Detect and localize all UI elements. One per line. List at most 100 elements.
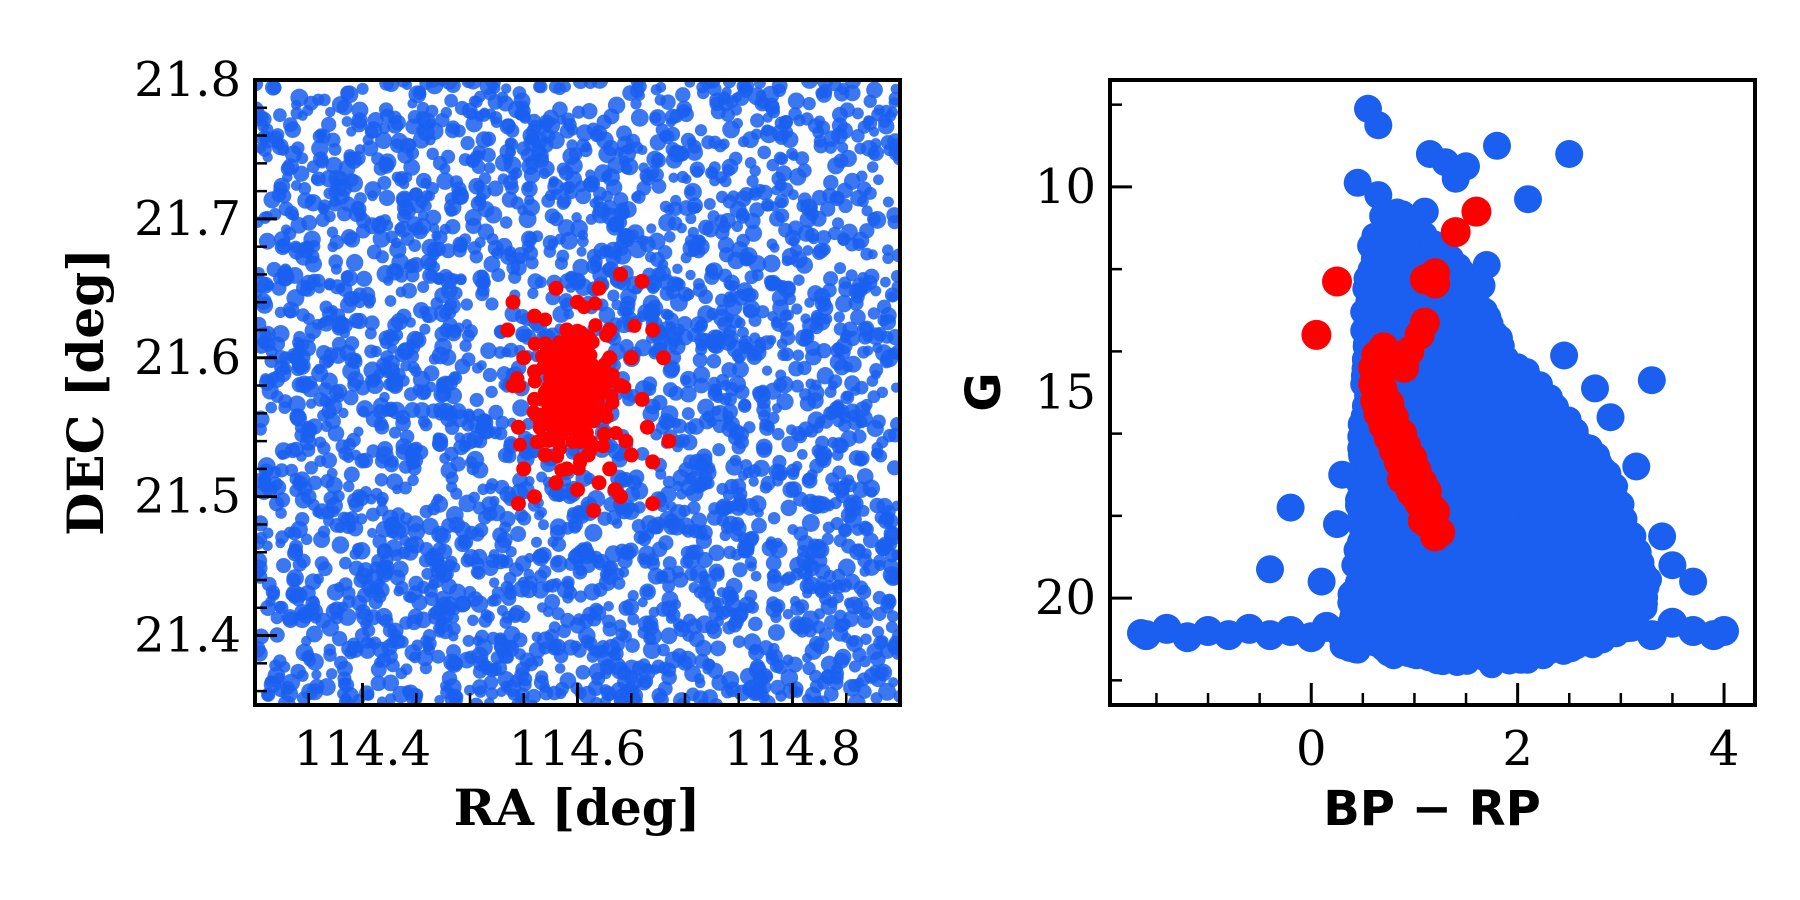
field-star-point [767,624,785,641]
field-star-point [717,316,733,332]
field-star-point [658,661,672,675]
field-star-point [323,515,335,527]
field-star-point [780,347,794,362]
field-star-point [761,365,773,376]
field-star-point [695,343,708,356]
field-star-point [527,287,539,300]
field-star-point [857,279,873,294]
field-star-point [416,580,430,594]
field-star-point [637,597,648,608]
field-star-point [767,569,780,581]
field-star-point [629,240,647,259]
field-star-point [831,217,845,230]
field-star-point [857,672,871,686]
field-star-point [717,91,731,105]
field-star-point [836,182,853,199]
field-star-point [583,583,601,601]
sky-y-tick-label: 21.6 [134,330,241,386]
field-star-point [627,672,644,689]
field-star-point [872,625,885,639]
field-star-point [521,157,539,175]
field-star-point [273,108,287,122]
field-star-point [827,436,839,449]
field-star-point [255,559,268,577]
field-star-point [351,112,368,129]
field-star-point [696,81,709,94]
field-star-point [490,116,503,129]
field-star-point [581,102,598,120]
field-star-point [368,595,383,610]
field-star-point [439,223,451,235]
cluster-member-point [527,308,542,324]
field-star-point [559,672,577,689]
field-star-point [668,172,679,183]
sky-axis-ticks: 114.4 114.6 114.821.421.521.621.721.8 [134,52,902,777]
field-star-point [866,161,879,173]
field-star-point [416,649,434,667]
field-star-point [596,114,612,130]
field-star-point [291,377,307,393]
field-star-point [297,192,314,209]
field-star-point [340,269,359,287]
field-star-point [265,401,278,414]
field-star-point [265,596,276,607]
field-star-point [737,399,752,413]
field-star-point [854,450,870,466]
field-star-point [636,310,648,322]
field-star-point [395,580,409,595]
field-star-point [332,489,345,503]
field-star-point [379,122,391,134]
field-star-point [497,95,514,112]
field-star-point [337,677,351,691]
field-star-point [631,519,647,534]
field-star-point [441,670,458,686]
field-star-point [538,519,549,531]
field-star-point [793,274,805,286]
field-star-point [273,181,288,196]
field-star-point [376,496,388,507]
field-star-point [564,557,578,571]
cluster-member-point [604,389,619,403]
field-star-point [592,195,604,207]
field-star-point [473,655,490,672]
field-star-point [288,352,300,364]
field-star-point [838,276,852,290]
field-star-point [488,81,501,94]
field-star-point [256,296,274,314]
field-star-point [343,438,357,452]
field-star-point [395,667,408,680]
cluster-member-point [580,447,596,463]
field-star-point [702,221,719,238]
field-star-point [296,669,309,682]
field-star-point [378,153,397,171]
field-star-point [882,244,894,256]
field-star-point [294,604,311,621]
field-star-point [552,101,568,118]
field-star-point [823,271,839,287]
cluster-member-point [513,437,527,452]
field-star-point [742,131,759,149]
field-star-point [625,638,640,653]
field-star-point [326,226,339,238]
field-star-point [454,432,465,443]
field-star-point [398,459,413,474]
field-star-point [454,535,472,553]
field-star-point [255,101,264,119]
field-star-point [274,463,289,478]
field-star-point [774,193,789,209]
field-star-point [580,634,595,649]
field-star-point [885,597,896,608]
field-star-point [779,182,794,197]
field-star-point [749,202,765,218]
field-star-point [812,620,826,634]
field-star-point [493,346,507,359]
field-star-point [713,616,724,627]
field-star-point [802,661,816,676]
field-star-point [800,80,819,89]
field-star-point [355,567,373,585]
field-star-point [386,473,404,491]
cluster-member-point [623,350,639,366]
field-star-point [329,346,347,364]
field-star-point [261,689,274,702]
field-star-point [255,142,267,154]
